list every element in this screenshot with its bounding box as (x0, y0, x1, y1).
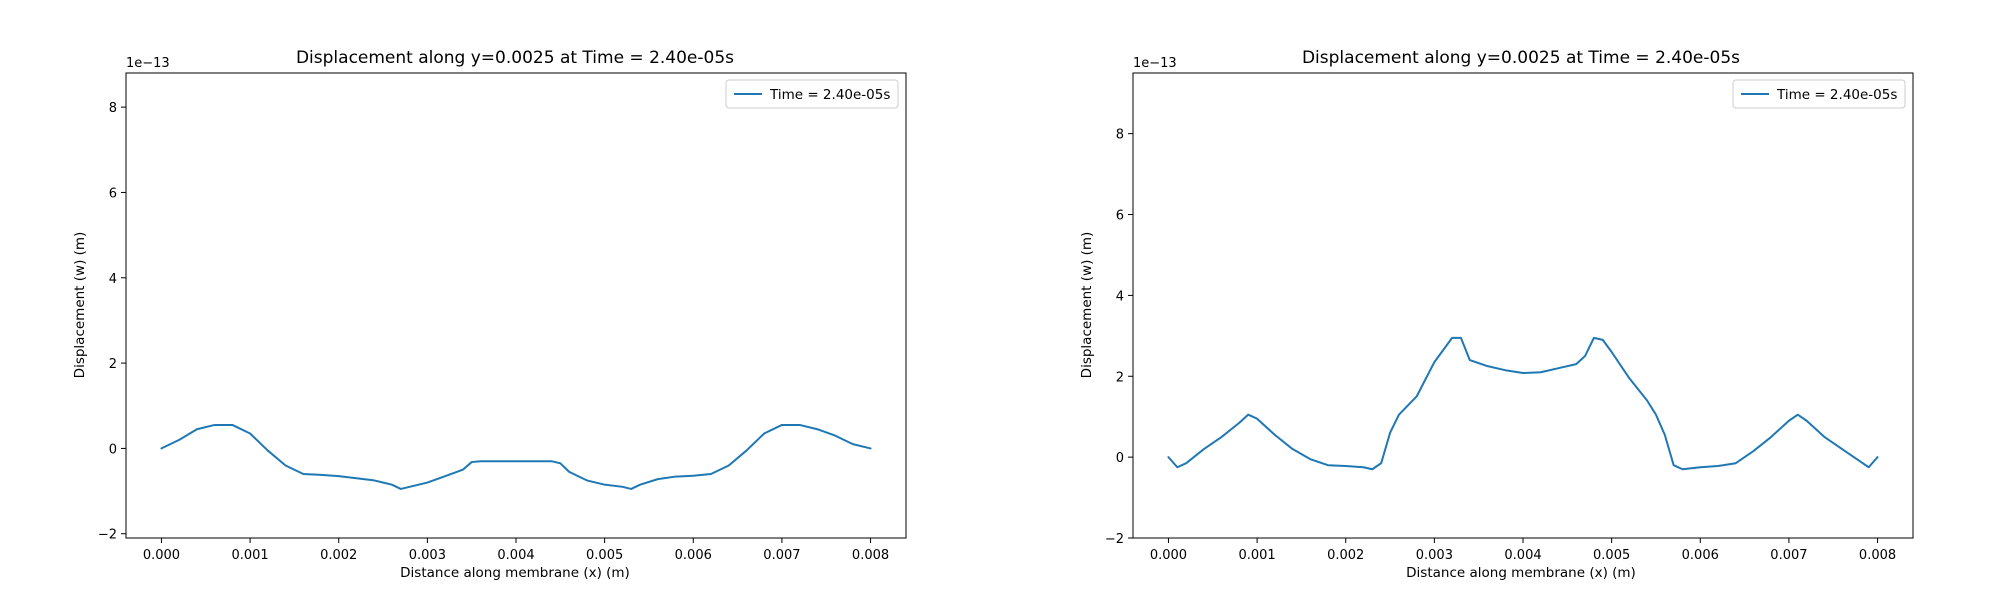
x-tick-label: 0.008 (1859, 548, 1896, 563)
series-group (160, 423, 872, 490)
y-tick-label: 4 (109, 272, 117, 287)
x-tick-label: 0.006 (1682, 548, 1719, 563)
x-tick-label: 0.008 (852, 548, 889, 563)
y-offset-text: 1e−13 (1133, 56, 1177, 71)
legend-label: Time = 2.40e-05s (769, 87, 890, 103)
legend-box (725, 79, 899, 109)
x-tick-label: 0.007 (763, 548, 800, 563)
y-tick-label: 0 (109, 442, 117, 457)
x-tick-label: 0.005 (1593, 548, 1630, 563)
y-tick-label: 6 (109, 186, 117, 201)
y-axis-label: Displacement (w) (m) (72, 232, 88, 379)
x-tick-label: 0.003 (409, 548, 446, 563)
x-tick-label: 0.000 (1150, 548, 1187, 563)
y-tick-label: 6 (1116, 209, 1124, 224)
right-subplot: Displacement along y=0.0025 at Time = 2.… (1079, 48, 1914, 581)
y-tick-label: 4 (1116, 289, 1124, 304)
y-ticks: −2 0 2 4 6 8 (98, 101, 126, 543)
y-offset-text: 1e−13 (126, 56, 170, 71)
x-tick-label: 0.003 (1416, 548, 1453, 563)
chart-title: Displacement along y=0.0025 at Time = 2.… (296, 48, 734, 68)
x-ticks: 0.000 0.001 0.002 0.003 0.004 0.005 0.006 0.007… (1150, 538, 1896, 563)
plot-frame (1132, 72, 1914, 539)
legend-label: Time = 2.40e-05s (1776, 87, 1897, 103)
chart-title: Displacement along y=0.0025 at Time = 2.… (1302, 48, 1740, 68)
y-tick-label: −2 (98, 528, 117, 543)
y-axis-label: Displacement (w) (m) (1079, 232, 1095, 379)
y-tick-label: 2 (109, 357, 117, 372)
x-tick-label: 0.004 (497, 548, 534, 563)
series-group (1167, 336, 1879, 471)
x-tick-label: 0.005 (586, 548, 623, 563)
x-tick-label: 0.002 (320, 548, 357, 563)
legend-box (1732, 79, 1906, 109)
legend: Time = 2.40e-05s (725, 79, 899, 109)
y-tick-label: 2 (1116, 370, 1124, 385)
y-ticks: −2 0 2 4 6 8 (1105, 128, 1133, 547)
plot-frame (125, 72, 907, 539)
series-line (160, 423, 872, 490)
x-axis-label: Distance along membrane (x) (m) (400, 565, 630, 581)
x-tick-label: 0.000 (143, 548, 180, 563)
x-tick-label: 0.004 (1504, 548, 1541, 563)
y-tick-label: 8 (1116, 128, 1124, 143)
x-axis-label: Distance along membrane (x) (m) (1406, 565, 1636, 581)
left-subplot: Displacement along y=0.0025 at Time = 2.… (72, 48, 907, 581)
legend: Time = 2.40e-05s (1732, 79, 1906, 109)
x-tick-label: 0.002 (1327, 548, 1364, 563)
x-tick-label: 0.001 (1238, 548, 1275, 563)
y-tick-label: 8 (109, 101, 117, 116)
x-tick-label: 0.007 (1770, 548, 1807, 563)
series-line (1167, 336, 1879, 471)
x-tick-label: 0.006 (675, 548, 712, 563)
x-ticks: 0.000 0.001 0.002 0.003 0.004 0.005 0.006 0.007… (143, 538, 889, 563)
y-tick-label: 0 (1116, 451, 1124, 466)
x-tick-label: 0.001 (231, 548, 268, 563)
y-tick-label: −2 (1105, 532, 1124, 547)
